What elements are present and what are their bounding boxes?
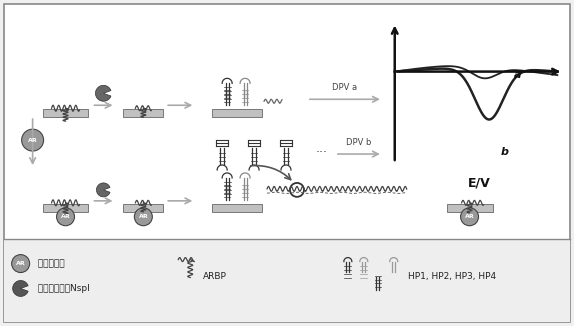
Text: HP1, HP2, HP3, HP4: HP1, HP2, HP3, HP4: [408, 272, 496, 280]
Circle shape: [22, 129, 44, 151]
Polygon shape: [13, 280, 28, 296]
Bar: [42, 204, 88, 212]
Text: b: b: [501, 147, 509, 157]
Bar: [123, 109, 163, 117]
Bar: [212, 204, 262, 212]
Circle shape: [134, 208, 152, 226]
Bar: [447, 204, 492, 212]
Bar: [212, 109, 262, 117]
Text: AR: AR: [465, 214, 475, 219]
Text: AR: AR: [28, 138, 37, 142]
Bar: [42, 109, 88, 117]
Text: DPV b: DPV b: [346, 138, 371, 147]
Text: AR: AR: [15, 261, 25, 266]
Circle shape: [11, 255, 30, 273]
Text: E/V: E/V: [468, 177, 491, 190]
Text: AR: AR: [61, 214, 71, 219]
Text: 雄激素受体: 雄激素受体: [32, 259, 64, 268]
Text: ARBP: ARBP: [203, 272, 227, 280]
Circle shape: [57, 208, 75, 226]
Text: AR: AR: [138, 214, 148, 219]
Circle shape: [460, 208, 479, 226]
Text: a: a: [513, 69, 521, 80]
Text: DPV a: DPV a: [332, 83, 358, 92]
Polygon shape: [96, 183, 110, 197]
Bar: [123, 204, 163, 212]
Polygon shape: [95, 85, 111, 101]
Text: 限制性内切酶NspI: 限制性内切酶NspI: [32, 284, 90, 293]
Bar: [3, 239, 571, 322]
Text: ...: ...: [316, 142, 328, 155]
